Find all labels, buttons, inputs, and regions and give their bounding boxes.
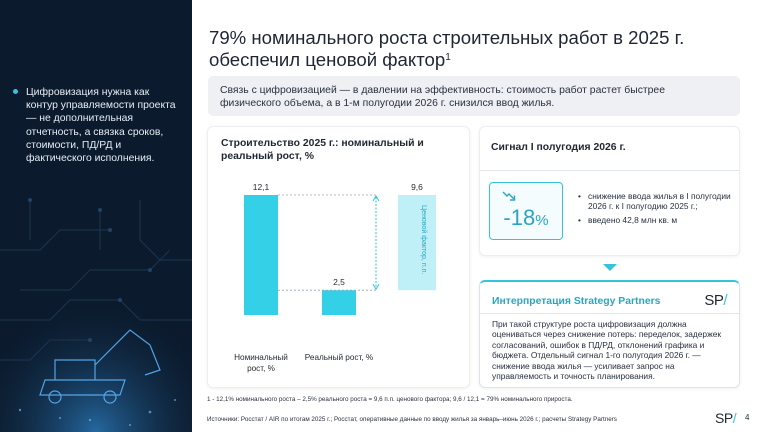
price-factor-annotation: Ценовой фактор, п.п. — [420, 205, 428, 274]
sp-logo: SP/ — [704, 292, 727, 309]
divider — [480, 313, 739, 314]
category-label: Номинальный — [234, 353, 288, 362]
brand-logo-text: SP — [715, 410, 733, 426]
kpi-number: -18 — [503, 205, 536, 230]
sources: Источники: Росстат / AIR по итогам 2025 … — [207, 416, 617, 423]
list-item: снижение ввода жилья в I полугодии 2026 … — [578, 191, 738, 211]
interpretation-title: Интерпретация Strategy Partners — [492, 296, 661, 307]
down-arrow-icon — [603, 264, 617, 271]
price-factor-bar — [398, 195, 436, 291]
page-title-text: 79% номинального роста строительных рабо… — [209, 27, 685, 70]
page-title: 79% номинального роста строительных рабо… — [209, 27, 749, 71]
bullet-dot-icon — [13, 89, 18, 94]
sidebar-bullet: Цифровизация нужна как контур управляемо… — [13, 86, 176, 165]
kpi-unit: % — [535, 212, 549, 229]
bar-value-label: 9,6 — [411, 182, 423, 192]
signal-card: Сигнал I полугодия 2026 г. -18% снижение… — [479, 126, 740, 256]
divider — [480, 170, 739, 171]
bar-value-label: 12,1 — [253, 182, 270, 192]
chart-card: Строительство 2025 г.: номинальный и реа… — [207, 126, 470, 388]
left-panel: Цифровизация нужна как контур управляемо… — [0, 0, 192, 432]
footnote: 1 - 12,1% номинального роста – 2,5% реал… — [207, 396, 573, 403]
kpi-value: -18% — [490, 205, 562, 231]
summary-box: Связь с цифровизацией — в давлении на эф… — [208, 76, 740, 116]
page-number: 4 — [745, 413, 750, 422]
sp-logo-slash: / — [723, 292, 727, 309]
signal-title: Сигнал I полугодия 2026 г. — [491, 142, 626, 153]
circuit-background-image — [0, 198, 192, 432]
sidebar-bullet-text: Цифровизация нужна как контур управляемо… — [26, 87, 176, 165]
list-item: введено 42,8 млн кв. м — [578, 215, 738, 225]
signal-list: снижение ввода жилья в I полугодии 2026 … — [578, 191, 738, 230]
summary-text: Связь с цифровизацией — в давлении на эф… — [220, 85, 665, 109]
brand-logo-slash: / — [732, 410, 737, 426]
sp-logo-text: SP — [704, 292, 724, 309]
growth-chart: 12,1 Номинальный рост, % 2,5 Реальный рост, … — [234, 182, 436, 373]
bracket-arrow-up-icon — [372, 195, 380, 202]
bar-value-label: 2,5 — [333, 277, 345, 287]
trend-down-icon — [502, 191, 516, 201]
chart-title: Строительство 2025 г.: номинальный и реа… — [221, 138, 424, 162]
chart-bar — [244, 195, 278, 315]
interpretation-card: Интерпретация Strategy Partners SP/ При … — [479, 280, 740, 388]
title-footnote-mark: 1 — [445, 52, 451, 63]
category-label: Реальный рост, % — [305, 353, 373, 362]
interpretation-text: При такой структуре роста цифровизация д… — [492, 319, 722, 382]
category-label: рост, % — [247, 364, 275, 373]
chart-bar — [322, 290, 356, 315]
kpi-box: -18% — [489, 182, 563, 240]
brand-logo: SP/ — [715, 410, 737, 426]
bracket-arrow-down-icon — [372, 283, 380, 291]
